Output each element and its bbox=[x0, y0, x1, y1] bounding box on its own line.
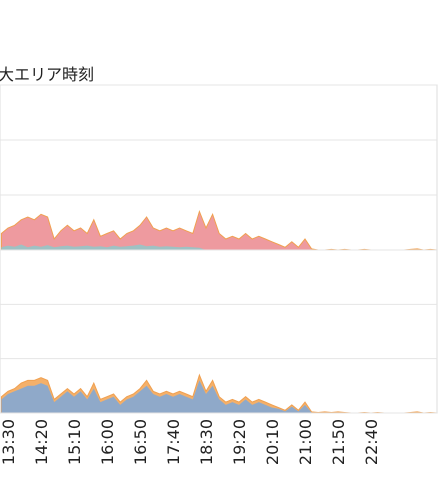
area bbox=[0, 209, 438, 251]
x-tick-label: 16:50 bbox=[131, 419, 150, 465]
area bbox=[1, 380, 438, 413]
x-tick-label: 15:10 bbox=[65, 419, 84, 465]
x-tick-label: 14:20 bbox=[32, 419, 51, 465]
x-tick-label: 16:00 bbox=[98, 419, 117, 465]
chart-title: 大エリア時刻 bbox=[0, 65, 94, 84]
x-tick-label: 21:00 bbox=[296, 419, 315, 465]
x-tick-label: 19:20 bbox=[230, 419, 249, 465]
x-tick-label: 21:50 bbox=[329, 419, 348, 465]
x-tick-label: 13:30 bbox=[0, 419, 18, 465]
area bbox=[1, 244, 438, 250]
x-tick-label: 22:40 bbox=[362, 419, 381, 465]
x-tick-label: 20:10 bbox=[263, 419, 282, 465]
x-tick-label: 18:30 bbox=[197, 419, 216, 465]
x-tick-label: 17:40 bbox=[164, 419, 183, 465]
